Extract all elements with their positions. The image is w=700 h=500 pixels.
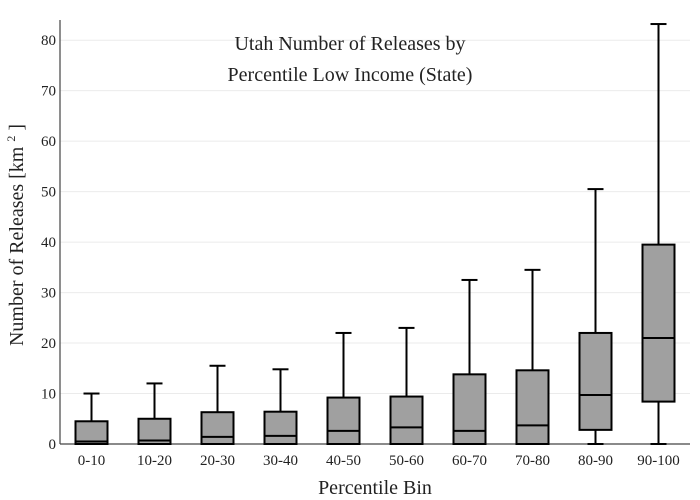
box-60-70 [452,278,487,446]
y-axis-title-main: Number of Releases [km [6,146,28,346]
x-axis-title: Percentile Bin [318,477,432,499]
y-tick-label: 60 [41,134,56,150]
box-30-40 [263,368,298,446]
iqr-box [515,369,550,445]
iqr-box [389,395,424,445]
x-tick-label: 70-80 [515,453,550,469]
box-50-60 [389,326,424,445]
y-tick-label: 70 [41,84,56,100]
gridlines [60,39,690,395]
iqr-box [74,420,109,445]
x-tick-label: 30-40 [263,453,298,469]
iqr-box [263,410,298,446]
box-90-100 [641,23,676,445]
iqr-box [452,373,487,446]
boxes [74,23,676,446]
iqr-box [326,396,361,445]
box-0-10 [74,392,109,445]
y-tick-labels: 0 10 20 30 40 50 60 70 80 [41,33,56,453]
box-80-90 [578,188,613,445]
x-tick-label: 40-50 [326,453,361,469]
iqr-box [578,331,613,431]
box-20-30 [200,364,235,446]
x-tick-label: 90-100 [637,453,680,469]
chart-title-line1: Utah Number of Releases by [234,33,465,55]
x-tick-label: 50-60 [389,453,424,469]
y-axis-title-close: ] [6,124,28,131]
y-axis-title: Number of Releases [km 2 ] [0,124,28,346]
x-tick-label: 10-20 [137,453,172,469]
x-tick-label: 60-70 [452,453,487,469]
y-tick-label: 0 [49,437,57,453]
y-tick-label: 50 [41,185,56,201]
x-tick-label: 20-30 [200,453,235,469]
box-70-80 [515,268,550,445]
x-tick-label: 0-10 [78,453,106,469]
y-tick-label: 40 [41,235,56,251]
chart-title-line2: Percentile Low Income (State) [228,64,473,86]
iqr-box [641,243,676,403]
y-tick-label: 20 [41,336,56,352]
box-10-20 [137,382,172,445]
x-tick-label: 80-90 [578,453,613,469]
iqr-box [200,411,235,446]
y-tick-label: 30 [41,286,56,302]
box-40-50 [326,331,361,445]
y-tick-label: 80 [41,33,56,49]
y-tick-label: 10 [41,387,56,403]
y-axis-title-sup: 2 [4,136,18,142]
x-tick-labels: 0-10 10-20 20-30 30-40 40-50 50-60 60-70 70-80 8… [78,453,680,469]
